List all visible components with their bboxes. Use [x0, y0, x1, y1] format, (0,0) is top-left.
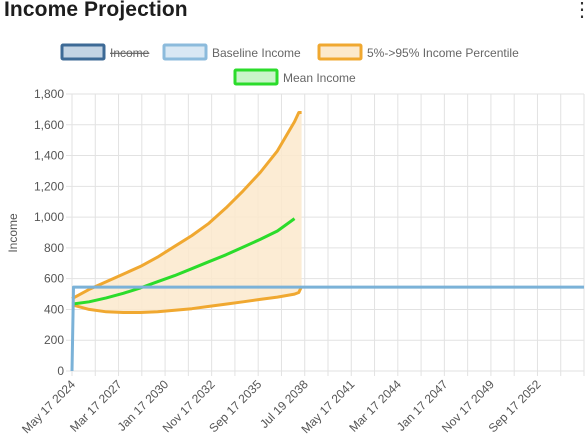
legend-swatch-mean-income	[233, 68, 279, 86]
more-vertical-icon[interactable]: ⋮	[572, 0, 588, 21]
plot-area	[70, 111, 584, 372]
chart-title: Income Projection	[4, 0, 188, 21]
y-tick-label: 1,000	[34, 210, 64, 224]
percentile-band-fill	[72, 112, 302, 313]
legend-label-mean-income: Mean Income	[283, 71, 356, 85]
y-axis-label: Income	[6, 213, 20, 253]
y-tick-label: 600	[44, 272, 64, 286]
y-tick-label: 1,600	[34, 118, 64, 132]
y-tick-label: 1,800	[34, 87, 64, 101]
legend-label-baseline-income: Baseline Income	[212, 46, 301, 60]
legend-label-percentile: 5%->95% Income Percentile	[367, 46, 519, 60]
y-axis: 0 200 400 600 800 1,000 1,200 1,400 1,600 1,800	[34, 87, 64, 378]
legend-swatch-percentile	[317, 43, 363, 61]
y-tick-label: 1,200	[34, 179, 64, 193]
y-tick-label: 0	[57, 364, 64, 378]
y-tick-label: 200	[44, 333, 64, 347]
y-tick-label: 400	[44, 302, 64, 316]
percentile-upper-line	[71, 111, 302, 301]
legend-swatch-income	[60, 43, 106, 61]
percentile-lower-line	[71, 285, 303, 314]
legend-item-baseline-income[interactable]: Baseline Income	[162, 43, 301, 61]
legend-label-income: Income	[110, 46, 150, 60]
y-tick-label: 800	[44, 241, 64, 255]
legend: Income Baseline Income 5%->95% Income Pe…	[60, 43, 519, 86]
legend-swatch-baseline-income	[162, 43, 208, 61]
mean-income-line	[71, 217, 296, 306]
baseline-income-line	[70, 285, 584, 372]
legend-item-mean-income[interactable]: Mean Income	[233, 68, 356, 86]
y-tick-label: 1,400	[34, 149, 64, 163]
legend-item-percentile[interactable]: 5%->95% Income Percentile	[317, 43, 519, 61]
grid	[66, 93, 585, 376]
legend-item-income[interactable]: Income	[60, 43, 150, 61]
